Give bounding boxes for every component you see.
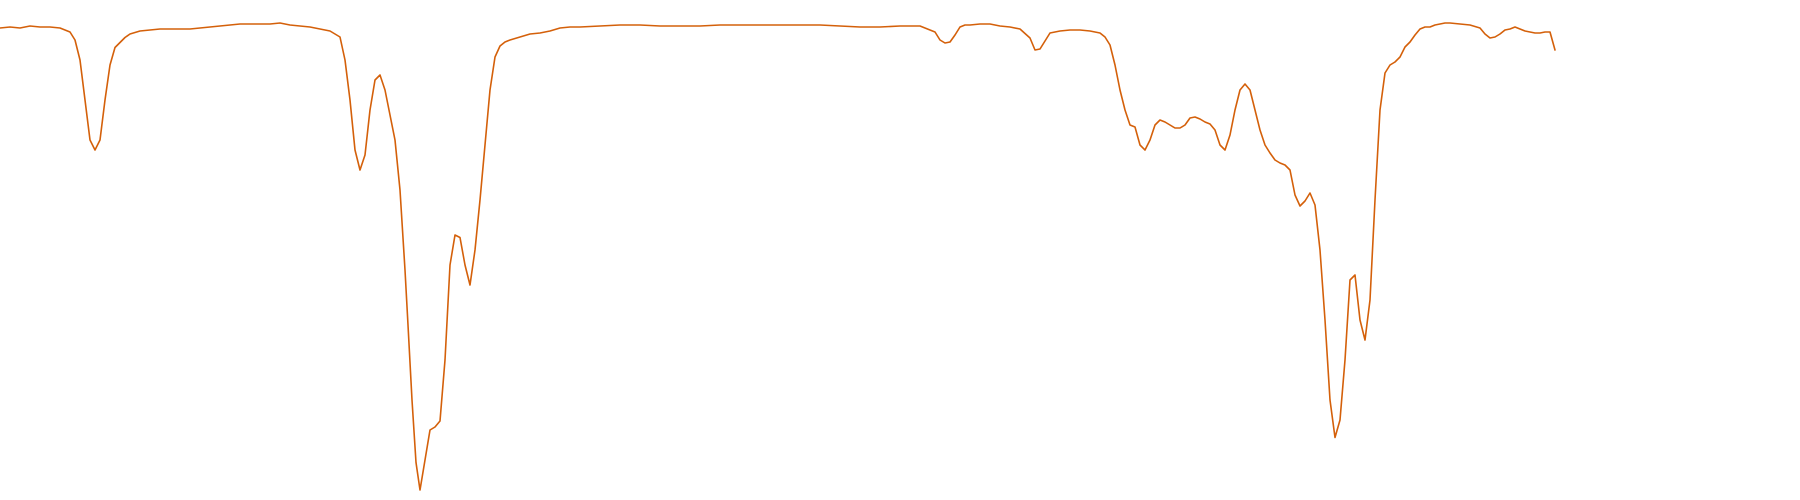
- series-line-0: [0, 22, 1556, 491]
